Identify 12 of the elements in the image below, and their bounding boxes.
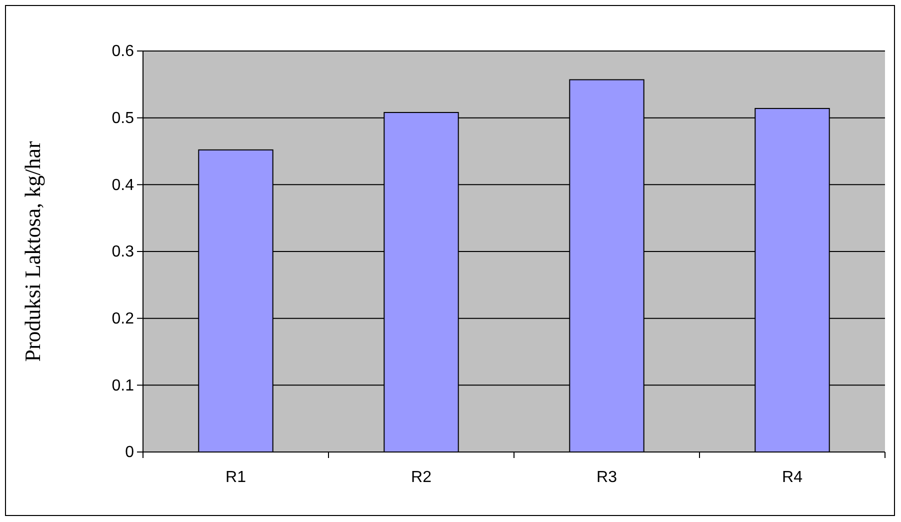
x-tick-label: R2	[411, 469, 432, 486]
y-axis-title: Produksi Laktosa, kg/har	[20, 140, 45, 362]
x-tick-label: R3	[596, 469, 618, 486]
y-tick-label: 0.2	[112, 310, 134, 328]
y-tick-label: 0.4	[112, 176, 134, 194]
y-tick-label: 0	[125, 444, 134, 462]
y-tick-label: 0.6	[112, 43, 134, 60]
y-tick-label: 0.1	[112, 377, 134, 394]
x-tick-label: R4	[782, 469, 803, 486]
y-tick-label: 0.3	[112, 244, 134, 261]
x-tick-label: R1	[226, 469, 246, 486]
y-tick-label: 0.5	[112, 110, 134, 127]
